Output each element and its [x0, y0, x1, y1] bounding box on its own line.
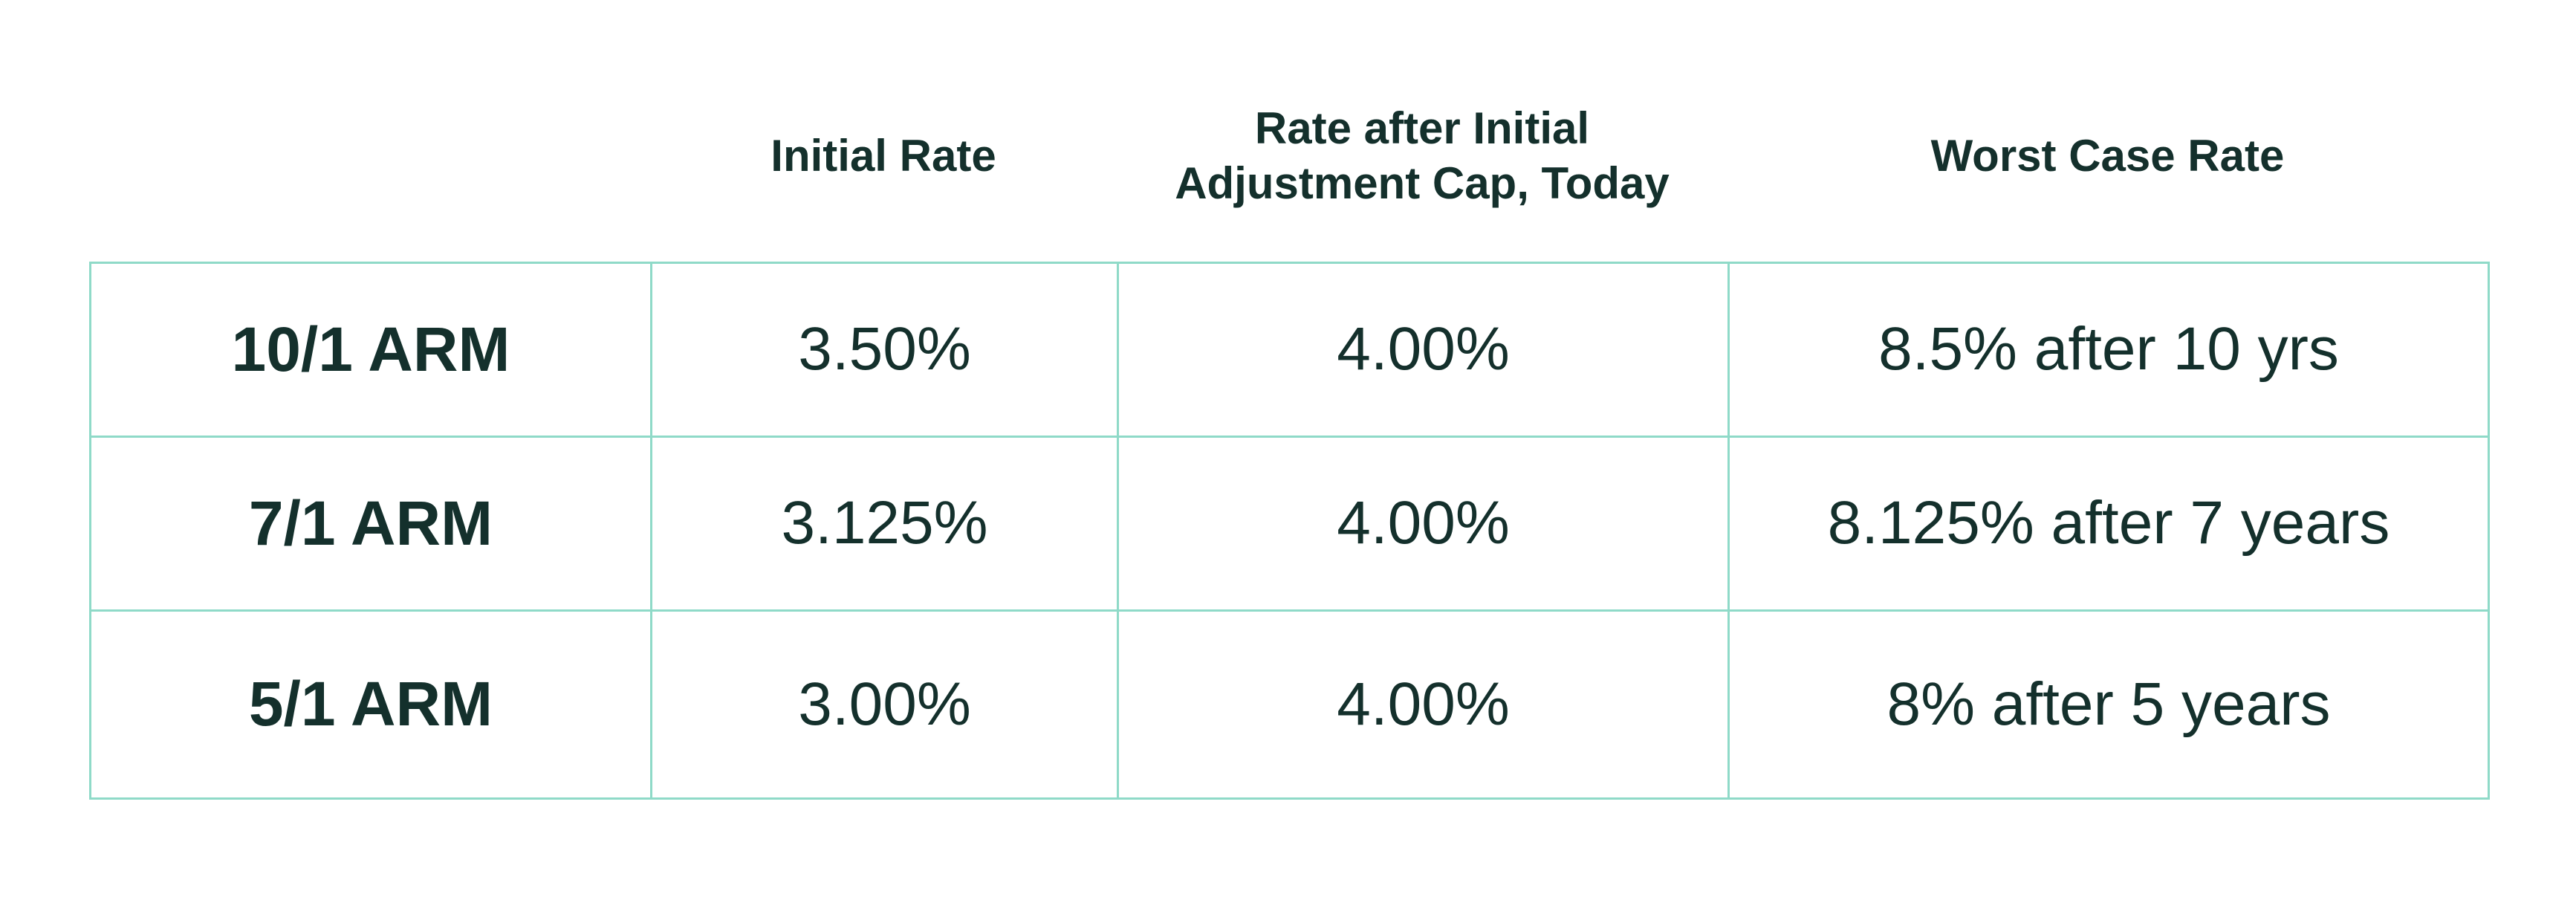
row-label: 10/1 ARM [89, 262, 652, 438]
initial-rate-cell: 3.50% [650, 262, 1119, 438]
worst-case-cell: 8% after 5 years [1727, 609, 2490, 800]
initial-rate-cell: 3.125% [650, 435, 1119, 612]
row-label: 5/1 ARM [89, 609, 652, 800]
table-row: 7/1 ARM 3.125% 4.00% 8.125% after 7 year… [89, 435, 2490, 612]
column-header-initial-rate: Initial Rate [770, 131, 996, 181]
initial-rate-cell: 3.00% [650, 609, 1119, 800]
rate-after-cap-cell: 4.00% [1117, 262, 1730, 438]
table-row: 5/1 ARM 3.00% 4.00% 8% after 5 years [89, 609, 2490, 800]
worst-case-cell: 8.125% after 7 years [1727, 435, 2490, 612]
rate-after-cap-cell: 4.00% [1117, 609, 1730, 800]
rate-after-cap-cell: 4.00% [1117, 435, 1730, 612]
table-row: 10/1 ARM 3.50% 4.00% 8.5% after 10 yrs [89, 262, 2490, 438]
column-header-worst-case-rate: Worst Case Rate [1930, 131, 2285, 181]
column-header-rate-after-cap: Rate after Initial Adjustment Cap, Today [1175, 103, 1670, 208]
worst-case-cell: 8.5% after 10 yrs [1727, 262, 2490, 438]
row-label: 7/1 ARM [89, 435, 652, 612]
arm-rates-table: 10/1 ARM 3.50% 4.00% 8.5% after 10 yrs 7… [89, 262, 2490, 800]
